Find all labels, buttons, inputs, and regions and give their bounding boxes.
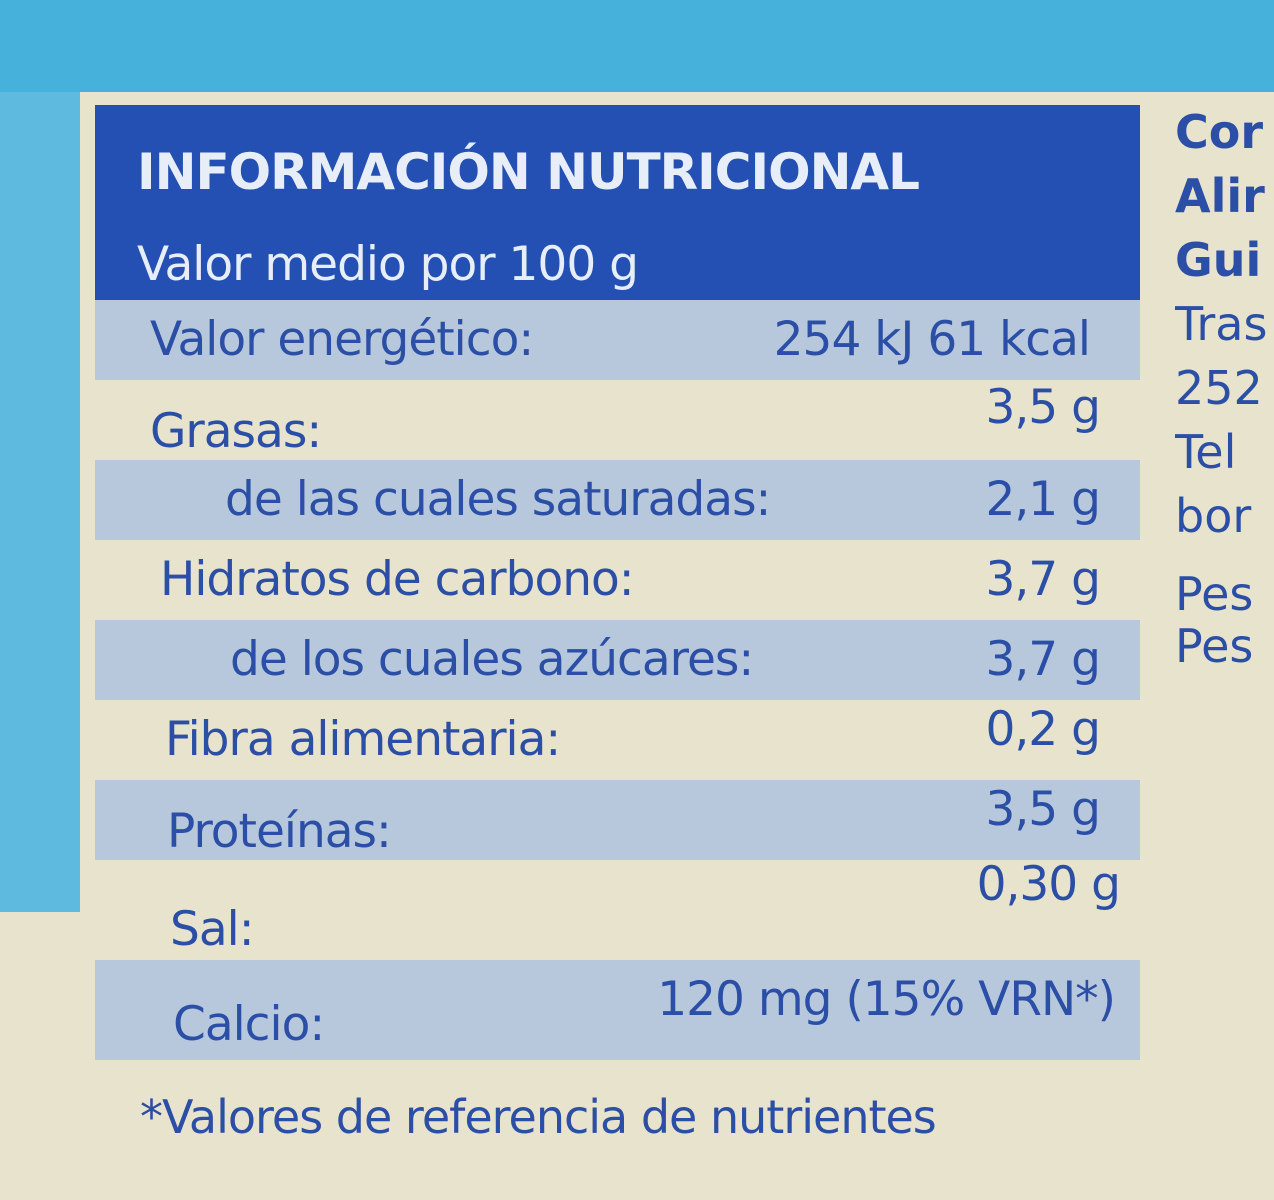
row-value: 254 kJ 61 kcal (773, 312, 1091, 367)
row-value: 3,5 g (985, 380, 1101, 435)
table-row: de las cuales saturadas: 2,1 g (95, 460, 1140, 540)
table-row: de los cuales azúcares: 3,7 g (95, 620, 1140, 700)
row-label: Valor energético: (150, 312, 534, 367)
side-line: Tel (1175, 425, 1237, 479)
table-row: Grasas: 3,5 g (95, 380, 1140, 460)
row-label: de las cuales saturadas: (225, 472, 771, 527)
table-row: Sal: 0,30 g (95, 857, 1140, 960)
top-color-band (0, 0, 1274, 92)
side-line: Cor (1175, 105, 1264, 159)
row-label: Calcio: (173, 997, 325, 1052)
side-line: 252 (1175, 361, 1263, 415)
row-value: 2,1 g (985, 472, 1101, 527)
footnote: *Valores de referencia de nutrientes (140, 1090, 937, 1144)
side-line: Tras (1175, 297, 1268, 351)
row-value: 120 mg (15% VRN*) (657, 972, 1116, 1027)
row-value: 0,2 g (985, 702, 1101, 757)
row-value: 3,7 g (985, 632, 1101, 687)
side-line: Gui (1175, 233, 1262, 287)
row-label: Proteínas: (167, 804, 392, 859)
table-subtitle: Valor medio por 100 g (95, 235, 1140, 300)
side-line: bor (1175, 489, 1252, 543)
table-row: Calcio: 120 mg (15% VRN*) (95, 960, 1140, 1060)
row-value: 3,7 g (985, 552, 1101, 607)
row-value: 3,5 g (985, 782, 1101, 837)
row-label: Grasas: (150, 404, 322, 459)
row-label: de los cuales azúcares: (230, 632, 754, 687)
side-line: Pes (1175, 567, 1254, 621)
side-text-column: Cor Alir Gui Tras 252 Tel bor Pes Pes (1175, 100, 1274, 672)
row-value: 0,30 g (976, 857, 1121, 912)
side-line: Pes (1175, 619, 1254, 672)
row-label: Sal: (170, 902, 255, 957)
table-row: Hidratos de carbono: 3,7 g (95, 540, 1140, 620)
row-label: Fibra alimentaria: (165, 712, 561, 767)
table-title: INFORMACIÓN NUTRICIONAL (95, 105, 1140, 235)
nutrition-table: INFORMACIÓN NUTRICIONAL Valor medio por … (95, 105, 1140, 1060)
table-row: Fibra alimentaria: 0,2 g (95, 700, 1140, 780)
table-row: Proteínas: 3,5 g (95, 780, 1140, 860)
row-label: Hidratos de carbono: (160, 552, 635, 607)
side-line: Alir (1175, 169, 1265, 223)
table-row: Valor energético: 254 kJ 61 kcal (95, 300, 1140, 380)
left-color-strip (0, 92, 80, 912)
